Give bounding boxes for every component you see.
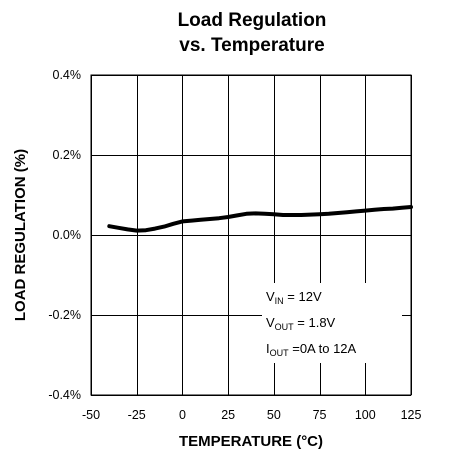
- annotation-vout: VOUT = 1.8V: [266, 315, 336, 332]
- x-tick-label: 0: [179, 408, 186, 422]
- x-tick-label: 75: [313, 408, 327, 422]
- annotation-vout-rest: = 1.8V: [294, 315, 336, 330]
- x-tick-label: -50: [82, 408, 100, 422]
- x-tick-label: 50: [267, 408, 281, 422]
- y-tick-labels: -0.4% -0.2% 0.0% 0.2% 0.4%: [48, 68, 81, 402]
- x-tick-label: 25: [221, 408, 235, 422]
- y-tick-label: -0.2%: [48, 308, 81, 322]
- annotation-vin-main: V: [266, 289, 275, 304]
- annotation-vin-rest: = 12V: [284, 289, 322, 304]
- annotation-iout-main: I: [266, 341, 270, 356]
- annotation-vout-sub: OUT: [275, 322, 295, 332]
- annotation-vin-sub: IN: [275, 296, 284, 306]
- series-line: [107, 205, 413, 233]
- y-tick-label: -0.4%: [48, 388, 81, 402]
- annotation-background: [262, 283, 402, 363]
- annotation-iout-sub: OUT: [270, 348, 290, 358]
- x-tick-label: -25: [128, 408, 146, 422]
- plot-frame: [90, 74, 412, 396]
- y-axis-label: LOAD REGULATION (%): [12, 149, 29, 321]
- chart-title-line2: vs. Temperature: [179, 35, 324, 56]
- x-tick-labels: -50 -25 0 25 50 75 100 125: [82, 408, 422, 422]
- y-tick-label: 0.0%: [53, 228, 82, 242]
- x-tick-label: 100: [355, 408, 376, 422]
- annotation-iout: IOUT =0A to 12A: [266, 341, 357, 358]
- y-tick-label: 0.2%: [53, 148, 82, 162]
- annotation-vin: VIN = 12V: [266, 289, 322, 306]
- x-axis-label: TEMPERATURE (°C): [179, 433, 323, 450]
- y-tick-label: 0.4%: [53, 68, 82, 82]
- annotation-iout-rest: =0A to 12A: [289, 341, 357, 356]
- x-tick-label: 125: [401, 408, 422, 422]
- chart-title-line1: Load Regulation: [178, 10, 327, 31]
- annotation-vout-main: V: [266, 315, 275, 330]
